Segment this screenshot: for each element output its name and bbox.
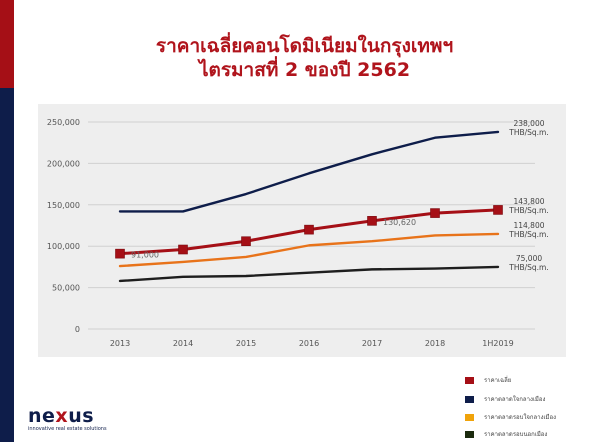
data-point-marker	[367, 216, 377, 226]
y-tick-label: 150,000	[47, 201, 80, 210]
data-point-marker	[241, 236, 251, 247]
legend-swatch-average	[465, 376, 474, 384]
series-line	[118, 130, 500, 213]
x-tick-label: 2013	[110, 339, 130, 348]
nexus-logo: nexus innovative real estate solutions	[28, 406, 107, 432]
x-tick-label: 2018	[425, 339, 445, 348]
legend-item-city-fringe: ราคาตลาดรอบใจกลางเมือง	[465, 412, 556, 422]
data-point-marker	[430, 208, 440, 218]
legend-item-city-center: ราคาตลาดใจกลางเมือง	[465, 394, 545, 404]
data-point-marker	[178, 244, 188, 255]
x-tick-label: 2016	[299, 339, 319, 348]
x-tick-label: 2015	[236, 339, 256, 348]
end-unit-label: THB/Sq.m.	[508, 128, 549, 137]
legend-item-average: ราคาเฉลี่ย	[465, 375, 511, 385]
data-label: 130,620	[383, 218, 416, 227]
data-point-marker	[493, 205, 503, 215]
end-value-label: 75,000	[516, 254, 542, 263]
left-accent-bar-red	[0, 0, 14, 88]
series-line	[118, 232, 500, 268]
legend-swatch-city-fringe	[465, 413, 474, 421]
x-tick-label: 1H2019	[482, 339, 513, 348]
x-tick-label: 2014	[173, 339, 193, 348]
end-unit-label: THB/Sq.m.	[508, 206, 549, 215]
legend-label-city-fringe: ราคาตลาดรอบใจกลางเมือง	[484, 414, 557, 421]
chart-title: ราคาเฉลี่ยคอนโดมิเนียมในกรุงเทพฯ	[155, 35, 454, 57]
y-tick-label: 250,000	[47, 118, 80, 127]
end-value-label: 143,800	[513, 197, 544, 206]
end-value-label: 114,800	[513, 221, 544, 230]
y-tick-label: 0	[75, 325, 80, 334]
data-point-marker	[304, 224, 314, 235]
chart-subtitle: ไตรมาสที่ 2 ของปี 2562	[198, 59, 411, 81]
data-label: 91,000	[131, 251, 159, 260]
end-value-label: 238,000	[513, 119, 544, 128]
legend-swatch-suburban	[465, 430, 474, 438]
series-line	[118, 265, 500, 283]
y-tick-label: 100,000	[47, 242, 80, 251]
legend-swatch-city-center	[465, 395, 474, 403]
data-point-marker	[115, 248, 125, 259]
x-tick-label: 2017	[362, 339, 382, 348]
y-tick-label: 50,000	[52, 284, 80, 293]
legend-label-average: ราคาเฉลี่ย	[484, 377, 512, 384]
y-tick-label: 200,000	[47, 159, 80, 168]
logo-tagline: innovative real estate solutions	[28, 426, 107, 432]
end-unit-label: THB/Sq.m.	[508, 230, 549, 239]
legend-label-city-center: ราคาตลาดใจกลางเมือง	[484, 396, 546, 403]
logo-wordmark: nexus	[28, 405, 95, 427]
legend-label-suburban: ราคาตลาดรอบนอกเมือง	[484, 431, 548, 438]
left-accent-bar-navy	[0, 88, 14, 442]
legend-item-suburban: ราคาตลาดรอบนอกเมือง	[465, 429, 547, 439]
end-unit-label: THB/Sq.m.	[508, 263, 549, 272]
